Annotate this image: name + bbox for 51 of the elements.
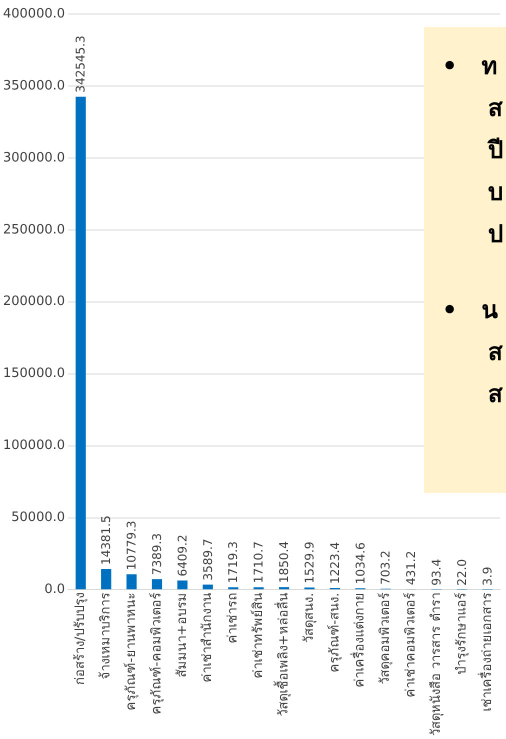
y-tick-label: 50000.0 (11, 510, 66, 526)
data-label: 10779.3 (124, 520, 139, 570)
data-label: 3589.7 (200, 538, 215, 581)
x-tick-label: วัสดุคอมพิวเตอร์ (377, 592, 394, 685)
annotation: • น ส ส (442, 295, 504, 410)
data-label: 93.4 (430, 558, 444, 586)
data-label: 1223.4 (328, 542, 342, 584)
y-tick-label: 300000.0 (3, 150, 66, 166)
x-tick-label: วัสดุเชื้อเพลิง+หล่อลื่น (273, 592, 292, 717)
y-tick-label: 250000.0 (3, 222, 66, 238)
bar (126, 574, 137, 590)
data-label: 3.9 (480, 566, 494, 586)
bar (76, 96, 86, 590)
data-label: 7389.3 (150, 533, 164, 576)
x-tick-label: ค่าเครื่องแต่งกาย (350, 592, 368, 688)
bar (177, 580, 188, 590)
x-tick-label: ครุภัณฑ์-คอมพิวเตอร์ (148, 592, 164, 714)
data-label: 14381.5 (99, 515, 114, 566)
y-tick-label: 100000.0 (3, 438, 66, 454)
x-tick-label: สัมมนา+อบรม (174, 592, 190, 678)
y-tick-label: 0.0 (44, 582, 66, 598)
data-label: 1850.4 (277, 541, 292, 584)
x-tick-label: ค่าเช่าสำนักงาน (200, 592, 216, 683)
x-tick-label: ค่าเช่าทรัพย์สิน (250, 592, 266, 679)
x-tick-label: ครุภัณฑ์-สนง. (326, 592, 342, 673)
y-tick-label: 200000.0 (3, 294, 66, 310)
x-tick-label: เช่าเครื่องถ่ายเอกสาร (478, 592, 495, 712)
x-tick-label: จ้างเหมาบริการ (98, 592, 114, 680)
x-tick-label: ครุภัณฑ์-ยานพาหนะ (122, 592, 139, 710)
y-tick-label: 350000.0 (3, 78, 66, 94)
data-label: 6409.2 (175, 534, 190, 577)
x-tick-label: ค่าเช่าคอมพิวเตอร์ (402, 592, 419, 698)
x-tick-label: วัสดุหนังสือ วารสาร ตำรา (428, 592, 444, 736)
data-label: 342545.3 (74, 35, 88, 93)
bar (152, 579, 162, 590)
y-tick-label: 400000.0 (3, 6, 66, 22)
data-label: 1034.6 (353, 542, 368, 584)
bar (101, 569, 112, 590)
data-label: 703.2 (378, 550, 393, 585)
data-label: 1529.9 (302, 542, 316, 584)
x-tick-label: วัสดุสนง. (302, 592, 317, 643)
bar (202, 584, 213, 590)
y-tick-label: 150000.0 (3, 366, 66, 382)
data-label: 431.2 (404, 550, 418, 586)
x-tick-label: บำรุงรักษาแอร์ (453, 592, 470, 675)
data-label: 1719.3 (226, 541, 240, 584)
data-label: 1710.7 (252, 541, 266, 584)
x-tick-label: ก่อสร้าง/ปรับปรุง (73, 592, 88, 686)
annotation: • ท ส ปี บ ป (442, 51, 504, 250)
data-label: 22.0 (454, 558, 469, 586)
x-tick-label: ค่าเช่ารถ (226, 592, 241, 644)
